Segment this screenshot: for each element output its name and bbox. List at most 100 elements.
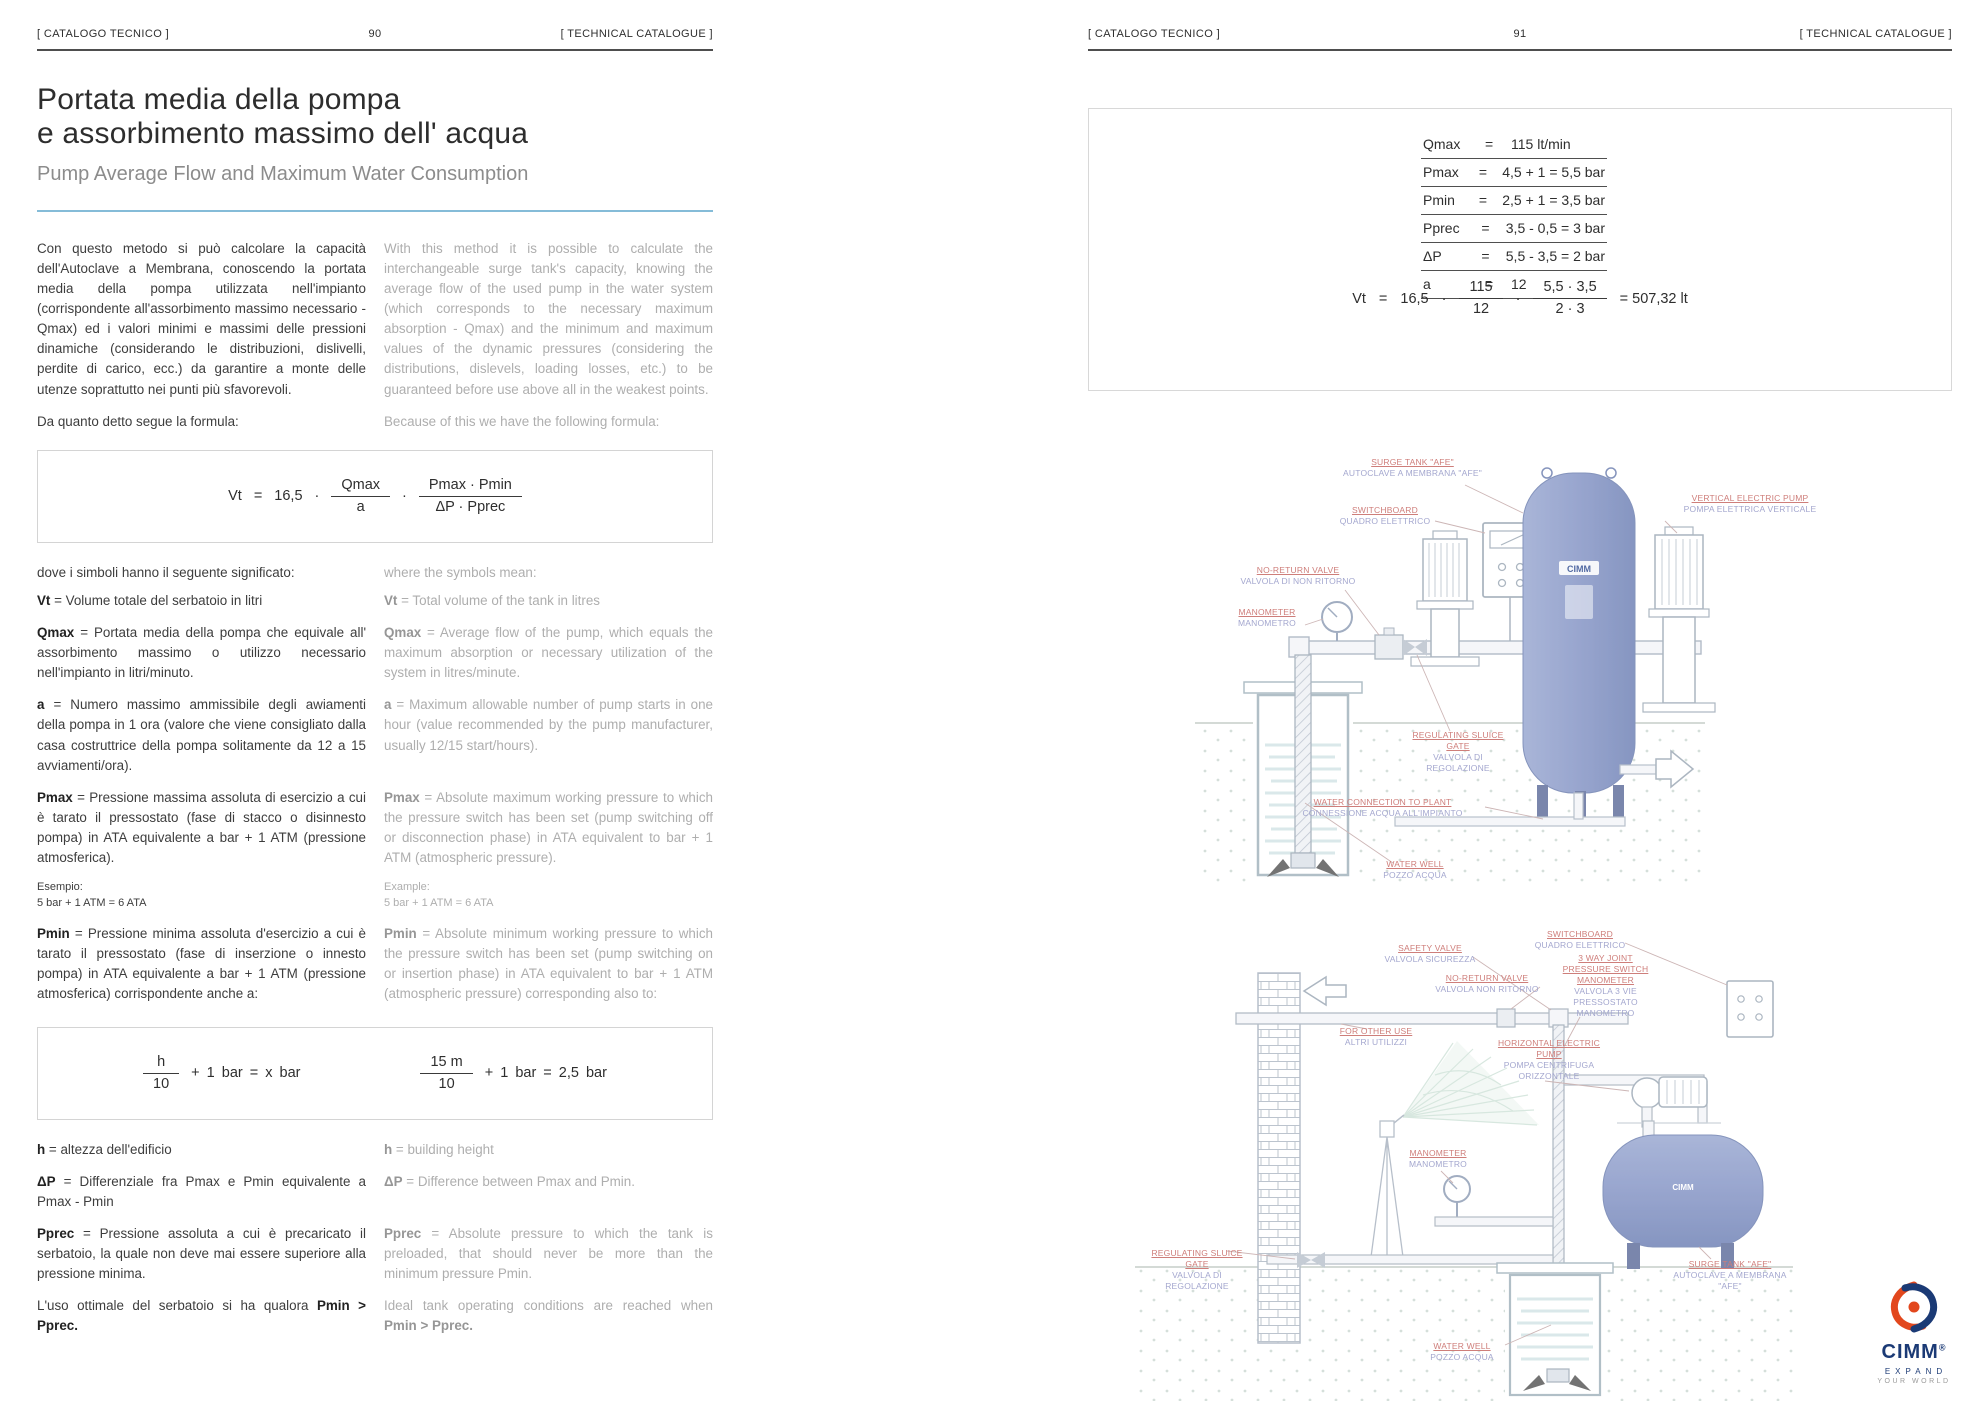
definition-term: Vt: [37, 592, 51, 608]
fraction-15m-10: 15 m 10: [420, 1052, 473, 1095]
page-header: [ CATALOGO TECNICO ] 90 [ TECHNICAL CATA…: [37, 28, 713, 40]
table-value: 4,5 + 1 = 5,5 bar: [1502, 164, 1605, 180]
header-right: [ TECHNICAL CATALOGUE ]: [560, 28, 713, 40]
definition-text: = Pressione assoluta a cui è precaricato…: [37, 1225, 366, 1282]
label-en: SWITCHBOARD: [1352, 505, 1418, 515]
definition-dp-it: ΔP = Differenziale fra Pmax e Pmin equiv…: [37, 1172, 366, 1212]
definition-text: = Pressione minima assoluta d'esercizio …: [37, 926, 366, 1002]
closing-text: L'uso ottimale del serbatoio si ha qualo…: [37, 1298, 317, 1314]
fraction-denominator: a: [356, 498, 365, 515]
formula-lead-en: Because of this we have the following fo…: [384, 413, 660, 429]
table-value: 5,5 - 3,5 = 2 bar: [1505, 248, 1605, 264]
page-header: [ CATALOGO TECNICO ] 91 [ TECHNICAL CATA…: [1088, 28, 1952, 40]
title-line-2: e assorbimento massimo dell' acqua: [37, 116, 529, 150]
definition-text: = Differenziale fra Pmax e Pmin equivale…: [37, 1173, 366, 1209]
fraction-denominator: 10: [153, 1075, 170, 1092]
definition-term: Pmin: [37, 926, 70, 942]
fraction-numerator: h: [157, 1053, 166, 1070]
page-90: [ CATALOGO TECNICO ] 90 [ TECHNICAL CATA…: [37, 28, 713, 1348]
formula-times: ·: [1441, 290, 1447, 307]
definition-text: = Volume totale del serbatoio in litri: [54, 592, 263, 608]
label-water-well: WATER WELL POZZO ACQUA: [1355, 859, 1475, 881]
label-en: WATER CONNECTION TO PLANT: [1313, 797, 1452, 807]
label-en: REGULATING SLUICE GATE: [1151, 1248, 1243, 1270]
label-en: VERTICAL ELECTRIC PUMP: [1691, 493, 1809, 503]
formula-eq: =: [253, 488, 263, 505]
label-it: POMPA CENTRIFUGA ORIZZONTALE: [1503, 1060, 1595, 1082]
definition-pmax-it: Pmax = Pressione massima assoluta di ese…: [37, 788, 366, 868]
tank-brand-text: CIMM: [1672, 1183, 1694, 1192]
header-left: [ CATALOGO TECNICO ]: [37, 28, 170, 40]
table-row: a = 12: [1421, 271, 1607, 299]
definition-dp-en: ΔP = Difference between Pmax and Pmin.: [384, 1172, 713, 1212]
fraction-denominator: 10: [438, 1075, 455, 1092]
definition-pmin-en: Pmin = Absolute minimum working pressure…: [384, 924, 713, 1004]
label-it: POMPA ELETTRICA VERTICALE: [1683, 504, 1817, 515]
label-water-connection: WATER CONNECTION TO PLANT CONNESSIONE AC…: [1275, 797, 1490, 819]
fraction-pressures: Pmax · Pmin ΔP · Pprec: [418, 475, 522, 518]
table-row: Pprec = 3,5 - 0,5 = 3 bar: [1421, 215, 1607, 243]
label-en: REGULATING SLUICE GATE: [1412, 730, 1504, 752]
tank-brand-text: CIMM: [1567, 564, 1591, 574]
definition-pmin-it: Pmin = Pressione minima assoluta d'eserc…: [37, 924, 366, 1004]
definition-term: h: [384, 1141, 393, 1157]
label-en: NO-RETURN VALVE: [1445, 973, 1529, 983]
formula-coef: 16,5: [1400, 290, 1429, 307]
definition-term: Pprec: [384, 1225, 422, 1241]
definition-qmax-it: Qmax = Portata media della pompa che equ…: [37, 623, 366, 683]
header-left: [ CATALOGO TECNICO ]: [1088, 28, 1221, 40]
closing-line-en: Ideal tank operating conditions are reac…: [384, 1296, 713, 1336]
logo-registered-mark: ®: [1938, 1342, 1947, 1353]
label-for-other-use: FOR OTHER USE ALTRI UTILIZZI: [1333, 1026, 1419, 1048]
fraction-bar: [418, 495, 522, 497]
label-it: ALTRI UTILIZZI: [1344, 1037, 1408, 1048]
label-no-return-valve: NO-RETURN VALVE VALVOLA DI NON RITORNO: [1227, 565, 1369, 587]
definition-term: h: [37, 1141, 46, 1157]
table-eq: =: [1478, 192, 1488, 208]
table-value: 2,5 + 1 = 3,5 bar: [1502, 192, 1605, 208]
formula-result: = 507,32 lt: [1619, 290, 1688, 307]
definition-term: Qmax: [384, 624, 422, 640]
definition-a-it: a = Numero massimo ammissibile degli awi…: [37, 695, 366, 775]
fraction-denominator: 2 · 3: [1555, 301, 1585, 317]
table-value: 12: [1511, 276, 1527, 292]
formula-eq: =: [1378, 290, 1388, 307]
example-values-table: Qmax = 115 lt/min Pmax = 4,5 + 1 = 5,5 bar P…: [1421, 131, 1607, 299]
example-note-it: Esempio: 5 bar + 1 ATM = 6 ATA: [37, 880, 366, 912]
definition-text: = Difference between Pmax and Pmin.: [406, 1173, 635, 1189]
definition-pmax-en: Pmax = Absolute maximum working pressure…: [384, 788, 713, 868]
label-en: SURGE TANK "AFE": [1688, 1259, 1772, 1269]
accent-rule: [37, 209, 713, 212]
definition-h-it: h = altezza dell'edificio: [37, 1140, 366, 1160]
label-en: NO-RETURN VALVE: [1256, 565, 1340, 575]
cimm-logo: CIMM® EXPAND YOUR WORLD: [1866, 1280, 1962, 1385]
formula-times: ·: [402, 488, 407, 505]
definition-term: ΔP: [37, 1173, 56, 1189]
page-number: 90: [368, 28, 382, 40]
main-formula: Vt = 16,5 · Qmax a · Pmax · Pmin ΔP · Pp…: [37, 449, 713, 543]
definition-term: Qmax: [37, 624, 75, 640]
definition-term: Vt: [384, 592, 398, 608]
label-three-way-joint: 3 WAY JOINT PRESSURE SWITCH MANOMETER VA…: [1553, 953, 1658, 1019]
table-term: Pmax: [1423, 164, 1459, 180]
fraction-bar: [143, 1072, 180, 1074]
example-title: Esempio:: [37, 881, 83, 894]
table-row: Pmin = 2,5 + 1 = 3,5 bar: [1421, 187, 1607, 215]
fraction-numerator: 115: [1469, 279, 1493, 295]
label-horizontal-pump: HORIZONTAL ELECTRIC PUMP POMPA CENTRIFUG…: [1493, 1038, 1605, 1082]
label-en: SWITCHBOARD: [1547, 929, 1613, 939]
definition-vt-it: Vt = Volume totale del serbatoio in litr…: [37, 591, 366, 611]
table-term: a: [1423, 276, 1431, 292]
closing-text: Ideal tank operating conditions are reac…: [384, 1298, 713, 1314]
label-regulating-sluice-gate: REGULATING SLUICE GATE VALVOLA DI REGOLA…: [1143, 1248, 1251, 1292]
example-formula: Vt = 16,5 · 115 12 · 5,5 · 3,5 2 · 3 = 5…: [1089, 277, 1951, 320]
formula-coef: 16,5: [274, 488, 303, 505]
header-right: [ TECHNICAL CATALOGUE ]: [1799, 28, 1952, 40]
label-it: MANOMETRO: [1409, 1159, 1467, 1170]
closing-line-it: L'uso ottimale del serbatoio si ha qualo…: [37, 1296, 366, 1336]
worked-example-box: Qmax = 115 lt/min Pmax = 4,5 + 1 = 5,5 bar P…: [1088, 108, 1952, 391]
definition-text: = Maximum allowable number of pump start…: [384, 697, 713, 753]
label-en: WATER WELL: [1386, 859, 1444, 869]
formula-tail: + 1 bar = 2,5 bar: [484, 1065, 607, 1081]
table-eq: =: [1485, 136, 1494, 152]
